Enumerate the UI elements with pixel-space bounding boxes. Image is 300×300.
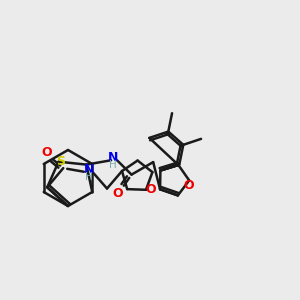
Text: O: O: [41, 146, 52, 159]
Text: H: H: [109, 160, 117, 170]
Text: H: H: [85, 172, 93, 182]
Text: S: S: [56, 155, 65, 168]
Text: O: O: [112, 188, 123, 200]
Text: N: N: [108, 151, 118, 164]
Text: N: N: [84, 163, 94, 176]
Text: O: O: [146, 183, 156, 196]
Text: O: O: [184, 179, 194, 192]
